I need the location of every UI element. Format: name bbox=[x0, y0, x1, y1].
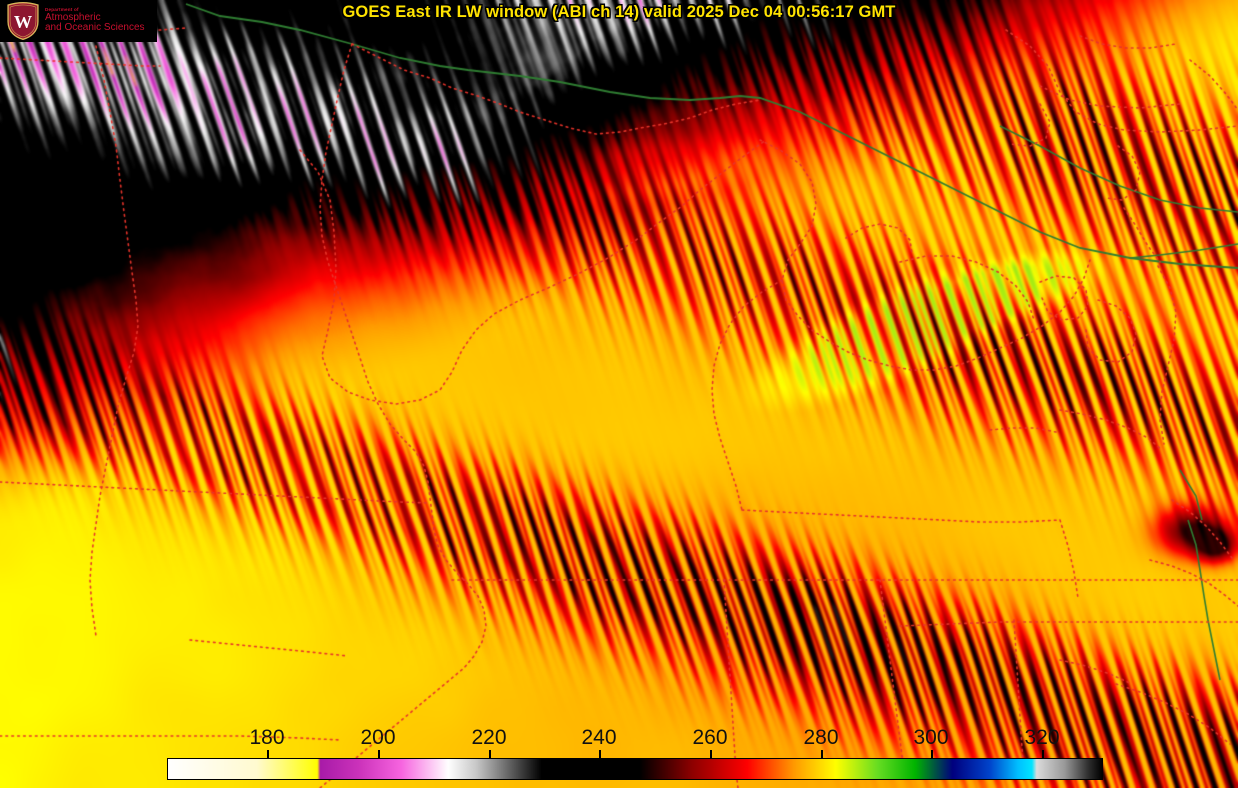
colorbar-tick bbox=[1042, 750, 1044, 759]
colorbar bbox=[167, 758, 1103, 780]
colorbar-tick bbox=[378, 750, 380, 759]
colorbar-tick bbox=[821, 750, 823, 759]
logo-line-atmospheric: Atmospheric bbox=[45, 12, 101, 24]
colorbar-canvas bbox=[168, 759, 1102, 779]
colorbar-tick-label: 180 bbox=[249, 726, 285, 749]
colorbar-tick-label: 200 bbox=[360, 726, 396, 749]
colorbar-gradient bbox=[167, 758, 1103, 780]
logo-department-label: Department of bbox=[45, 7, 79, 13]
page-title: GOES East IR LW window (ABI ch 14) valid… bbox=[342, 3, 896, 21]
colorbar-tick-label: 260 bbox=[692, 726, 728, 749]
colorbar-tick bbox=[599, 750, 601, 759]
svg-text:W: W bbox=[14, 12, 33, 32]
colorbar-tick-label: 280 bbox=[803, 726, 839, 749]
colorbar-tick bbox=[931, 750, 933, 759]
colorbar-tick-label: 320 bbox=[1024, 726, 1060, 749]
logo-text-block: Department of Atmospheric and Oceanic Sc… bbox=[45, 8, 145, 33]
colorbar-tick bbox=[489, 750, 491, 759]
colorbar-tick-label: 300 bbox=[913, 726, 949, 749]
uw-aos-logo-banner: W Department of Atmospheric and Oceanic … bbox=[0, 0, 157, 42]
colorbar-tick bbox=[710, 750, 712, 759]
colorbar-tick-label: 240 bbox=[581, 726, 617, 749]
logo-line-oceanic: and Oceanic Sciences bbox=[45, 22, 145, 34]
colorbar-tick bbox=[267, 750, 269, 759]
uw-crest-icon: W bbox=[7, 2, 39, 40]
colorbar-tick-label: 220 bbox=[471, 726, 507, 749]
